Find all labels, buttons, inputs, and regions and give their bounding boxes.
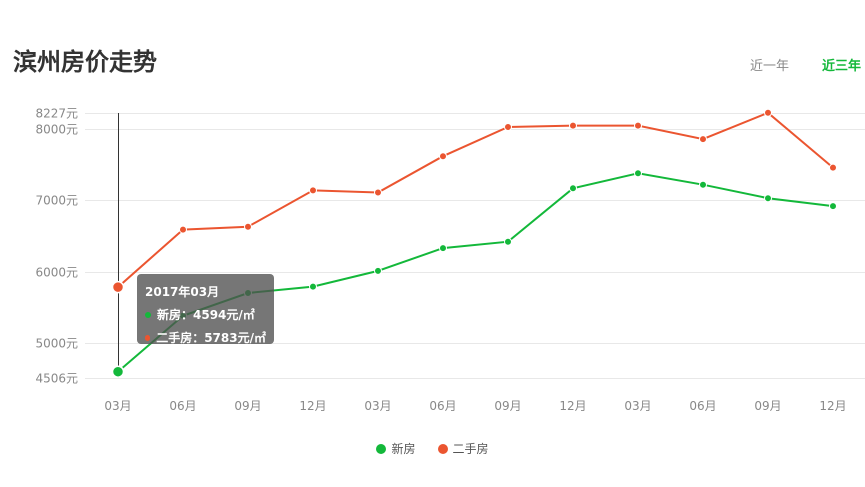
- x-tick-label: 06月: [429, 399, 456, 413]
- x-tick-label: 09月: [754, 399, 781, 413]
- y-tick-label: 8227元: [35, 107, 78, 121]
- x-tick-label: 12月: [559, 399, 586, 413]
- y-tick-label: 7000元: [35, 194, 78, 208]
- x-tick-label: 06月: [689, 399, 716, 413]
- data-point-second[interactable]: [244, 222, 252, 231]
- legend-dot-new: [376, 443, 387, 454]
- x-tick-label: 03月: [624, 399, 651, 413]
- tooltip-row-second: 二手房：5783元/㎡: [145, 329, 266, 346]
- range-tab-one-year[interactable]: 近一年: [750, 59, 790, 74]
- data-point-new[interactable]: [764, 194, 772, 203]
- legend-label-second: 二手房: [452, 442, 489, 456]
- data-point-new[interactable]: [111, 365, 125, 378]
- y-tick-label: 4506元: [35, 372, 78, 386]
- data-point-second[interactable]: [699, 135, 707, 144]
- legend-item-second[interactable]: 二手房: [437, 440, 489, 457]
- page-title: 滨州房价走势: [13, 48, 157, 76]
- legend-item-new[interactable]: 新房: [376, 440, 416, 457]
- tooltip-value-new: 新房：4594元/㎡: [157, 308, 255, 322]
- y-tick-label: 6000元: [35, 266, 78, 280]
- data-point-second[interactable]: [569, 121, 577, 130]
- x-tick-label: 03月: [104, 399, 131, 413]
- data-point-new[interactable]: [569, 184, 577, 193]
- x-tick-label: 12月: [299, 399, 326, 413]
- data-point-new[interactable]: [439, 244, 447, 253]
- data-point-second[interactable]: [829, 163, 837, 172]
- data-point-second[interactable]: [374, 188, 382, 197]
- y-tick-label: 5000元: [35, 337, 78, 351]
- tooltip-value-second: 二手房：5783元/㎡: [156, 331, 266, 345]
- y-tick-label: 8000元: [35, 123, 78, 137]
- tooltip-title: 2017年03月: [145, 285, 220, 299]
- data-point-second[interactable]: [764, 108, 772, 117]
- x-tick-label: 09月: [234, 399, 261, 413]
- range-tab-three-years[interactable]: 近三年: [822, 59, 862, 74]
- x-tick-label: 09月: [494, 399, 521, 413]
- legend-dot-second: [437, 443, 448, 454]
- legend-label-new: 新房: [391, 442, 416, 456]
- x-tick-label: 12月: [819, 399, 846, 413]
- data-point-second[interactable]: [634, 121, 642, 130]
- tooltip-dot-second: [145, 334, 151, 341]
- data-point-second[interactable]: [179, 225, 187, 234]
- data-point-new[interactable]: [309, 282, 317, 291]
- x-tick-label: 06月: [169, 399, 196, 413]
- x-tick-label: 03月: [364, 399, 391, 413]
- data-point-new[interactable]: [829, 202, 837, 211]
- data-point-second[interactable]: [504, 123, 512, 131]
- data-point-new[interactable]: [374, 266, 382, 275]
- data-point-second[interactable]: [111, 280, 125, 294]
- series-line-second: [117, 111, 834, 288]
- data-point-new[interactable]: [634, 169, 642, 178]
- data-point-new[interactable]: [504, 237, 512, 246]
- data-point-new[interactable]: [699, 180, 707, 189]
- data-point-second[interactable]: [439, 152, 447, 161]
- legend: 新房 二手房: [0, 440, 865, 457]
- tooltip: 2017年03月 新房：4594元/㎡ 二手房：5783元/㎡: [137, 274, 274, 346]
- tooltip-dot-new: [145, 311, 151, 318]
- data-point-second[interactable]: [309, 186, 317, 195]
- tooltip-row-new: 新房：4594元/㎡: [145, 306, 266, 323]
